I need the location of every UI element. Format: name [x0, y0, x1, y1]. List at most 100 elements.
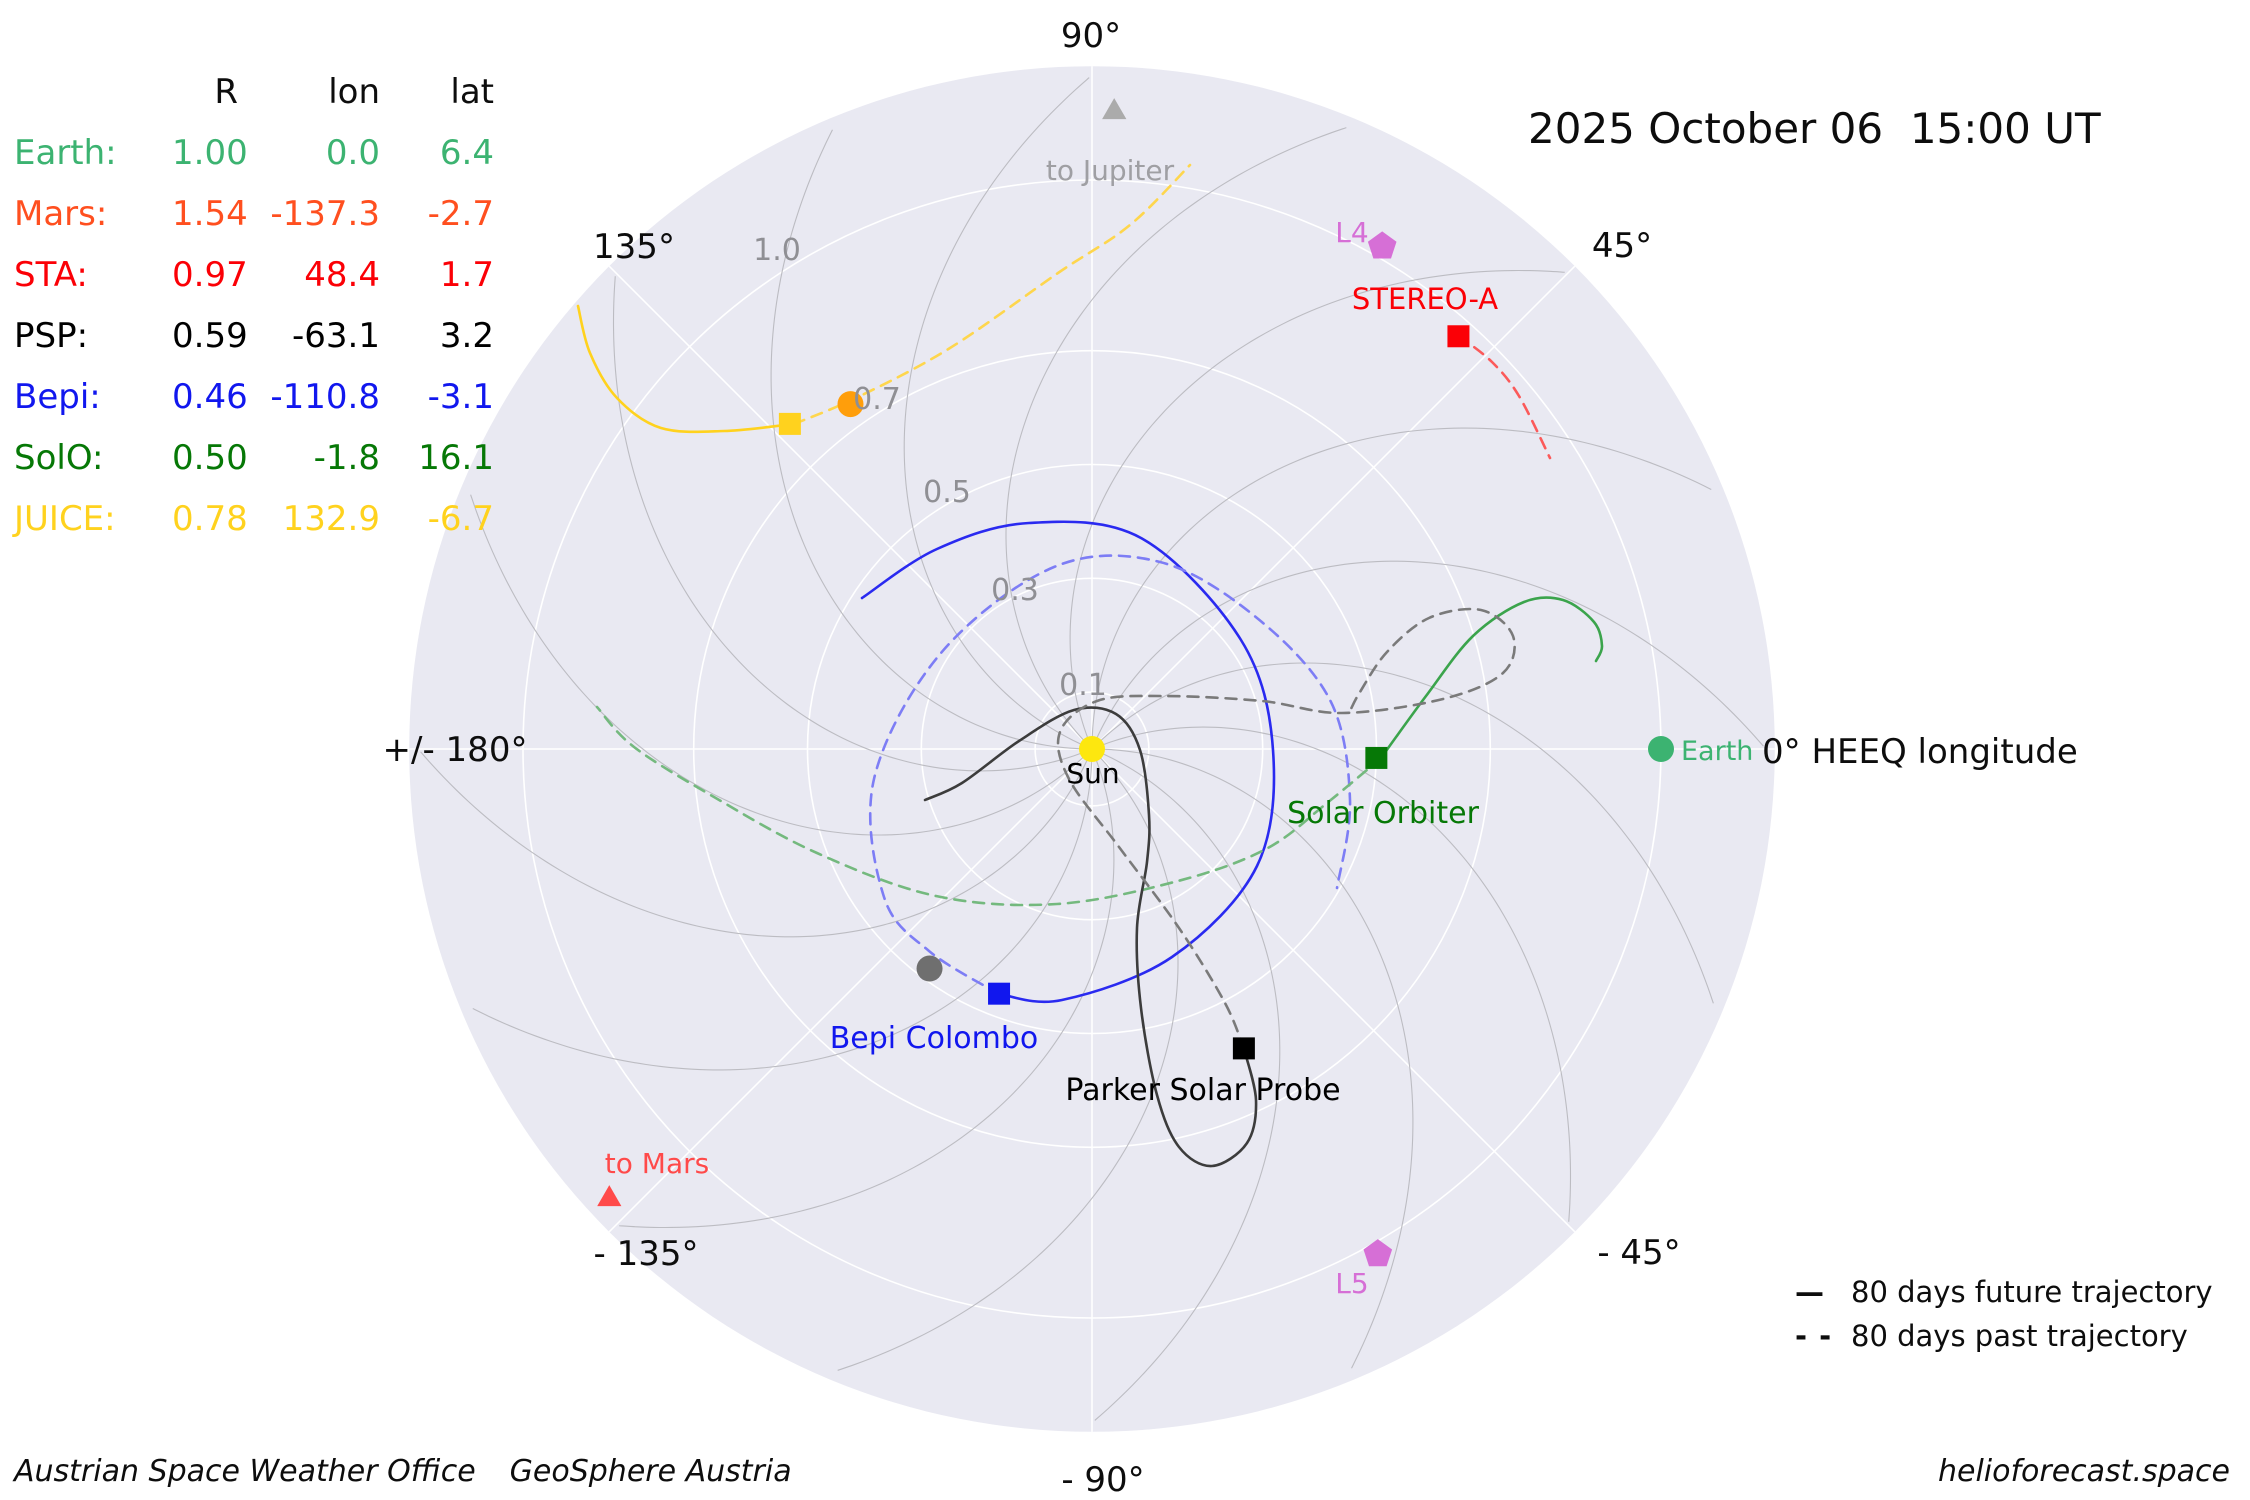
table-cell-R: 1.00: [172, 133, 248, 173]
parker-spiral: [619, 759, 1115, 1229]
marker-l5: [1363, 1239, 1393, 1267]
table-cell-R: 0.50: [172, 438, 248, 478]
grid-spoke-315: [1091, 748, 1576, 1233]
body-markers: [597, 98, 1674, 1267]
table-cell-R: 0.78: [172, 499, 248, 539]
marker-parker-solar-probe: [1232, 1037, 1255, 1060]
trajectories: [576, 163, 1604, 1168]
marker-to-mars: [597, 1185, 622, 1207]
table-cell-lat: -6.7: [427, 499, 494, 539]
table-cell-lat: 6.4: [439, 133, 494, 173]
trajectory-bepi-future: [860, 520, 1276, 1004]
table-cell-R: 1.54: [172, 194, 248, 234]
parker-spiral: [1091, 427, 1712, 738]
trajectory-juice-past: [792, 163, 1192, 426]
parker-spiral: [420, 751, 1088, 938]
table-cell-lat: -3.1: [427, 377, 494, 417]
parker-spiral: [837, 756, 1179, 1371]
label-l5: L5: [1335, 1267, 1368, 1300]
theta-tick-0°HEEQlongitude: 0° HEEQ longitude: [1762, 732, 2078, 772]
marker-venus: [837, 391, 864, 418]
r-tick-1.0: 1.0: [753, 233, 801, 268]
theta-tick--90°: - 90°: [1061, 1460, 1144, 1500]
table-header-lon: lon: [328, 72, 380, 112]
parker-spiral: [1103, 748, 1414, 1369]
table-cell-R: 0.59: [172, 316, 248, 356]
theta-tick--45°: - 45°: [1597, 1233, 1680, 1273]
parker-spiral: [1005, 127, 1347, 742]
table-row-name: Mars:: [14, 194, 108, 234]
angular-tick-labels: 90° 45° 0° HEEQ longitude - 45° - 90° - 135° +…: [383, 16, 2078, 1500]
parker-spiral: [1099, 662, 1714, 1004]
table-header-R: R: [214, 72, 238, 112]
marker-solar-orbiter: [1365, 746, 1388, 769]
r-tick-0.7: 0.7: [853, 382, 901, 417]
table-header-lat: lat: [450, 72, 494, 112]
r-tick-0.5: 0.5: [923, 475, 971, 510]
legend-item-future: — 80 days future trajectory: [1795, 1270, 2213, 1314]
marker-earth: [1648, 736, 1674, 762]
trajectory-psp-future: [923, 706, 1258, 1168]
legend-label: 80 days future trajectory: [1851, 1275, 2213, 1309]
r-tick-0.1: 0.1: [1059, 668, 1107, 703]
date-title: 2025 October 06 15:00 UT: [1528, 104, 2101, 153]
table-cell-lon: -137.3: [270, 194, 380, 234]
theta-tick-90°: 90°: [1061, 16, 1121, 56]
table-cell-lon: 132.9: [282, 499, 380, 539]
marker-mercury: [916, 955, 943, 982]
grid-spoke-225: [608, 748, 1093, 1233]
trajectory-solar-orbiter-past: [595, 705, 1383, 907]
table-cell-lat: -2.7: [427, 194, 494, 234]
table-cell-lon: 0.0: [325, 133, 380, 173]
trajectory-bepi-past: [868, 554, 1352, 996]
marker-to-jupiter: [1102, 98, 1127, 120]
label-parker-solar-probe: Parker Solar Probe: [1065, 1073, 1340, 1108]
label-stereo-a: STEREO-A: [1352, 282, 1498, 316]
table-row-name: JUICE:: [14, 499, 116, 539]
marker-sun: [1079, 736, 1105, 762]
radial-tick-labels: 1.0 0.7 0.5 0.3 0.1: [753, 233, 1107, 703]
grid-spoke-135: [608, 265, 1093, 750]
parker-spiral: [1096, 560, 1764, 747]
body-labels: Sun Earth STEREO-A Solar Orbiter Bepi Colomb…: [605, 154, 1754, 1300]
trajectory-juice-future: [576, 304, 796, 434]
legend-linestyle-icon: - -: [1795, 1319, 1833, 1353]
theta-tick-135°: 135°: [593, 227, 675, 267]
marker-stereo-a: [1447, 325, 1470, 348]
polar-grid: [409, 66, 1775, 1432]
theta-tick-+/-180°: +/- 180°: [383, 730, 528, 770]
table-corner: [14, 62, 172, 123]
trajectory-solar-orbiter-future: [1379, 596, 1604, 760]
table-cell-lon: 48.4: [304, 255, 380, 295]
label-l4: L4: [1335, 216, 1368, 249]
table-cell-R: 0.46: [172, 377, 248, 417]
label-bepi-colombo: Bepi Colombo: [830, 1021, 1039, 1056]
parker-spiral: [1094, 753, 1281, 1421]
table-cell-lon: -110.8: [270, 377, 380, 417]
parker-spiral: [1069, 269, 1565, 739]
footer-credit: Austrian Space Weather Office GeoSphere A…: [14, 1454, 826, 1489]
legend-label: 80 days past trajectory: [1851, 1319, 2188, 1353]
theta-tick-45°: 45°: [1592, 226, 1652, 266]
table-cell-R: 0.97: [172, 255, 248, 295]
table-cell-lon: -1.8: [313, 438, 380, 478]
label-to-jupiter: to Jupiter: [1046, 154, 1175, 187]
legend-linestyle-icon: —: [1795, 1275, 1825, 1309]
theta-tick--135°: - 135°: [594, 1234, 699, 1274]
table-row-name: PSP:: [14, 316, 89, 356]
label-sun: Sun: [1066, 757, 1119, 790]
parker-spiral: [1102, 726, 1572, 1222]
label-earth: Earth: [1681, 736, 1753, 767]
marker-bepi-colombo: [988, 982, 1011, 1005]
label-to-mars: to Mars: [605, 1147, 709, 1180]
table-row-name: SolO:: [14, 438, 104, 478]
marker-l4: [1367, 231, 1397, 259]
table-cell-lon: -63.1: [292, 316, 380, 356]
legend-item-past: - - 80 days past trajectory: [1795, 1314, 2213, 1358]
grid-spoke-45: [1091, 265, 1576, 750]
parker-spiral: [770, 129, 1081, 750]
table-cell-lat: 3.2: [439, 316, 494, 356]
